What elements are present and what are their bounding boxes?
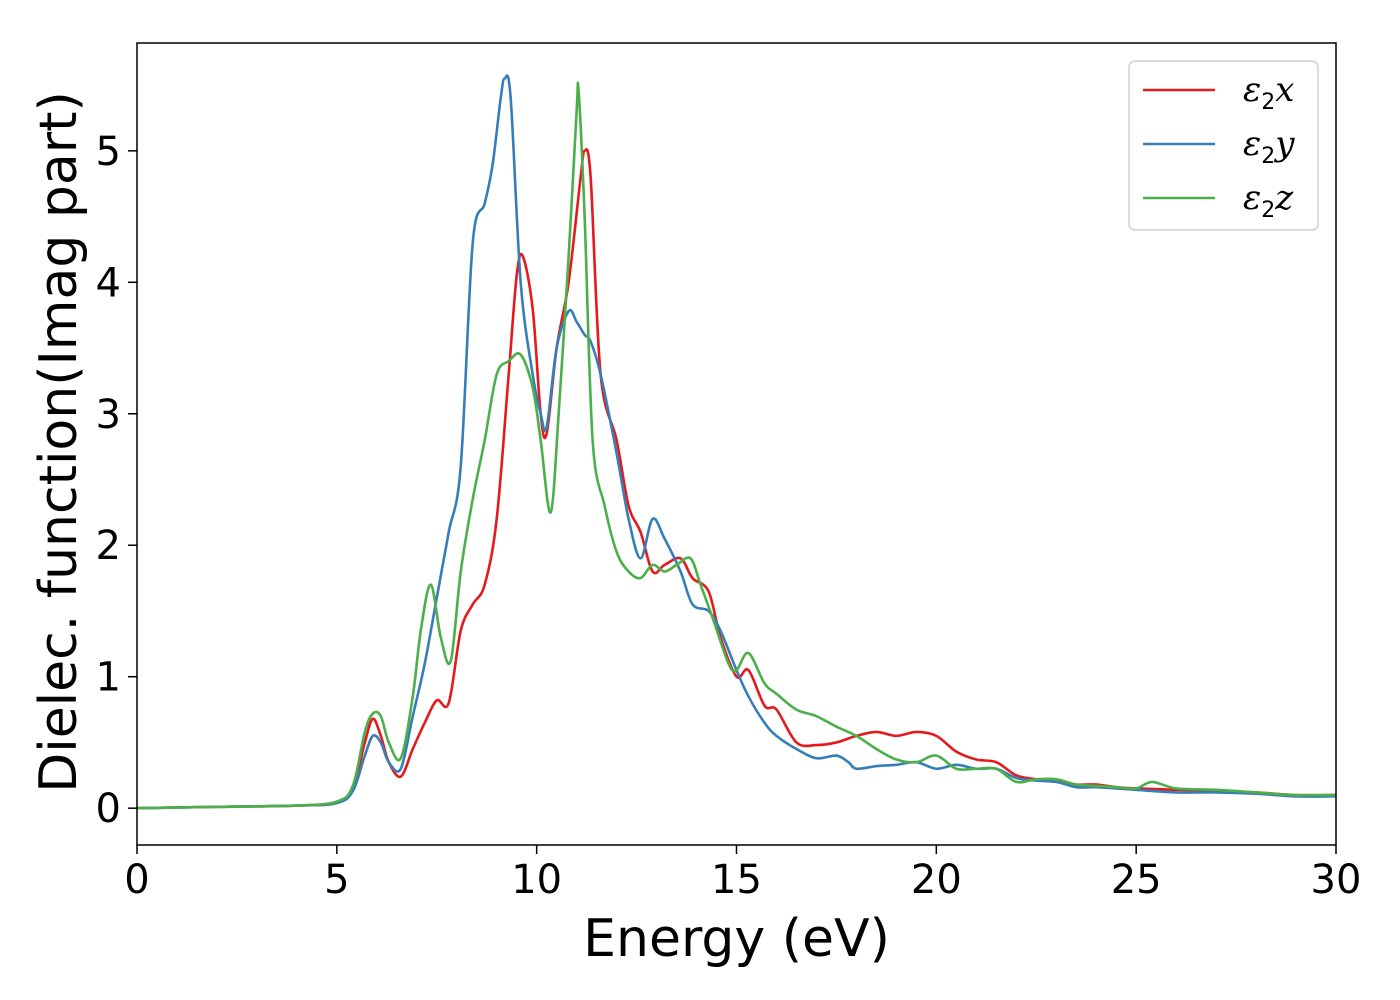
y-tick-label: 3 bbox=[96, 392, 121, 438]
x-tick-label: 0 bbox=[124, 857, 149, 903]
y-tick-label: 2 bbox=[96, 523, 121, 569]
x-tick-label: 10 bbox=[511, 857, 562, 903]
x-tick-label: 15 bbox=[711, 857, 762, 903]
y-tick-label: 4 bbox=[96, 260, 121, 306]
legend: ε2x ε2y ε2z bbox=[1128, 60, 1319, 231]
series-layer bbox=[136, 74, 1337, 810]
y-axis-title: Dielec. function(Imag part) bbox=[29, 91, 89, 793]
y-tick-label: 0 bbox=[96, 786, 121, 832]
legend-box bbox=[1128, 60, 1319, 231]
ticks-layer: 0 5 10 15 20 25 30 0 1 2 3 4 5 bbox=[96, 129, 1362, 903]
legend-label-z: ε2z bbox=[1243, 178, 1294, 223]
y-tick-label: 1 bbox=[96, 655, 121, 701]
x-tick-label: 25 bbox=[1111, 857, 1162, 903]
legend-label-x: ε2x bbox=[1243, 70, 1294, 115]
x-axis-title: Energy (eV) bbox=[583, 909, 890, 969]
x-tick-label: 30 bbox=[1311, 857, 1362, 903]
series-line-z bbox=[136, 81, 1337, 810]
series-line-y bbox=[136, 74, 1337, 810]
x-tick-label: 20 bbox=[911, 857, 962, 903]
series-line-x bbox=[136, 148, 1337, 810]
legend-label-y: ε2y bbox=[1243, 124, 1295, 169]
x-tick-label: 5 bbox=[324, 857, 349, 903]
y-tick-label: 5 bbox=[96, 129, 121, 175]
